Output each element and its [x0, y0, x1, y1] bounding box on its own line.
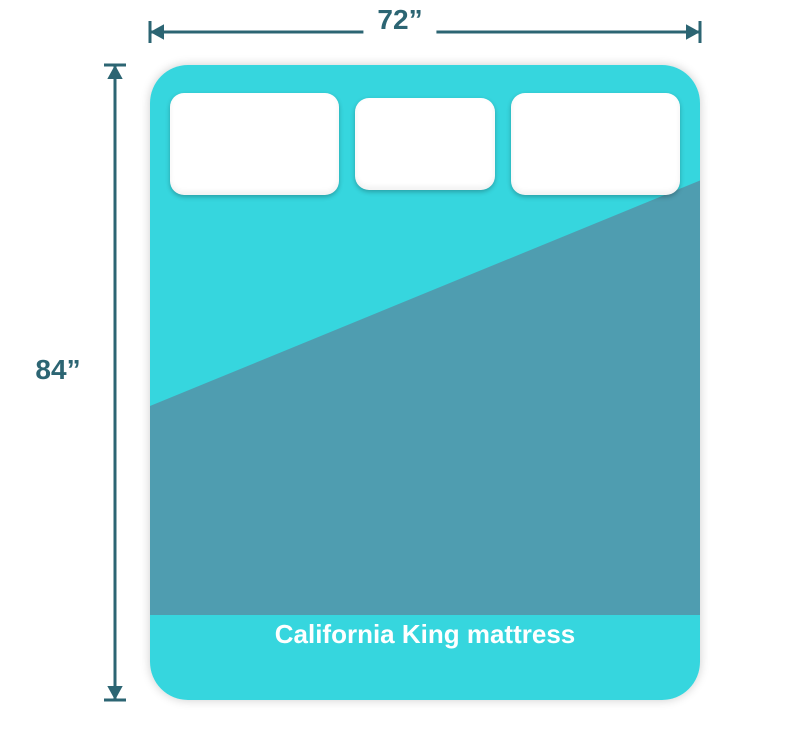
pillow-row [170, 93, 680, 195]
mattress: California King mattress [150, 65, 700, 700]
pillow [355, 98, 494, 190]
width-dimension-label: 72” [363, 4, 436, 36]
diagram-stage: 72” 84” California King mattress [0, 0, 800, 737]
pillow [170, 93, 339, 195]
mattress-label: California King mattress [150, 619, 700, 650]
height-dimension-label: 84” [35, 348, 80, 392]
pillow [511, 93, 680, 195]
